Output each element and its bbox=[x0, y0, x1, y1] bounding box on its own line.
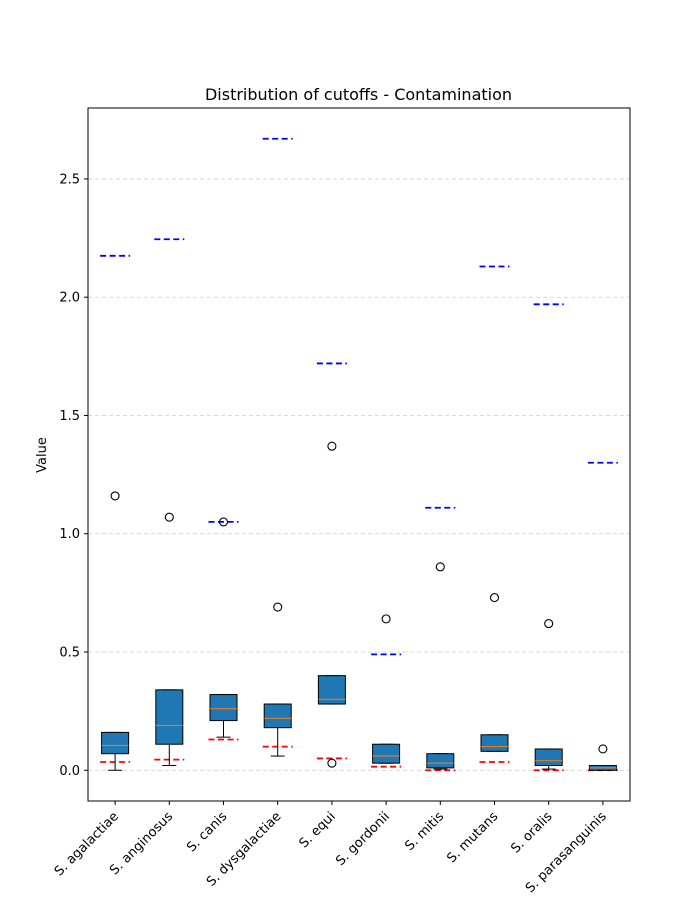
fliers bbox=[110, 441, 608, 768]
box-iqr bbox=[480, 734, 509, 752]
outlier-point bbox=[435, 562, 445, 572]
y-tick-label: 2.5 bbox=[59, 172, 80, 187]
outlier-point bbox=[327, 441, 337, 451]
box-iqr bbox=[426, 753, 455, 769]
outlier-point bbox=[598, 744, 608, 754]
outlier-point bbox=[381, 614, 391, 624]
box-iqr bbox=[263, 703, 292, 729]
box-iqr bbox=[101, 731, 130, 755]
boxes bbox=[101, 675, 617, 771]
plot-area-frame bbox=[87, 107, 631, 802]
y-tick-label: 1.5 bbox=[59, 409, 80, 424]
outlier-point bbox=[218, 517, 229, 527]
y-tick-label: 0.5 bbox=[59, 645, 80, 660]
chart-title: Distribution of cutoffs - Contamination bbox=[205, 85, 512, 104]
box-iqr bbox=[372, 743, 401, 764]
y-tick-label: 1.0 bbox=[59, 527, 80, 542]
reference-lines bbox=[100, 137, 618, 772]
y-tick-label: 2.0 bbox=[59, 291, 80, 306]
y-axis-ticks: 0.0 0.5 1.0 1.5 2.0 2.5 bbox=[59, 172, 88, 779]
outlier-point bbox=[110, 491, 120, 501]
outlier-point bbox=[489, 593, 500, 603]
y-axis-label: Value bbox=[35, 437, 50, 473]
y-tick-label: 0.0 bbox=[59, 764, 80, 779]
outlier-point bbox=[164, 512, 174, 522]
outlier-point bbox=[273, 602, 283, 612]
outlier-point bbox=[544, 619, 554, 629]
box-iqr bbox=[155, 689, 184, 745]
box-iqr bbox=[534, 748, 563, 767]
box-iqr bbox=[209, 694, 238, 722]
outlier-point bbox=[327, 758, 337, 768]
